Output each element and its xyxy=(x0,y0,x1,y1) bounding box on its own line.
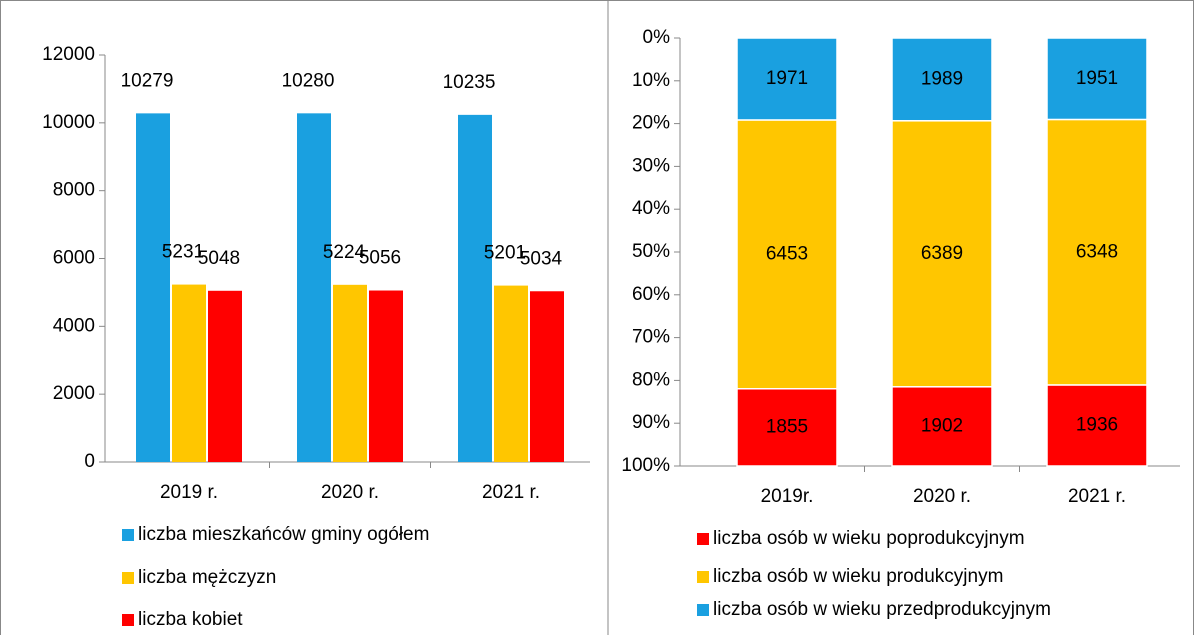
data-label: 1902 xyxy=(921,415,963,436)
y-tick-label: 10000 xyxy=(42,112,95,133)
data-label: 5048 xyxy=(198,248,240,269)
legend-swatch xyxy=(697,533,709,545)
x-tick-label: 2021 r. xyxy=(1068,486,1126,507)
bar xyxy=(458,114,492,462)
x-tick-label: 2019r. xyxy=(761,486,814,507)
data-label: 6348 xyxy=(1076,241,1118,262)
data-label: 6389 xyxy=(921,243,963,264)
legend-swatch xyxy=(122,614,134,626)
legend-label: liczba kobiet xyxy=(138,609,243,630)
bar xyxy=(208,290,242,462)
y-tick-label: 0% xyxy=(643,27,671,48)
y-tick-label: 60% xyxy=(632,284,670,305)
x-tick-label: 2019 r. xyxy=(160,482,218,503)
x-tick-label: 2021 r. xyxy=(482,482,540,503)
data-label: 1855 xyxy=(766,416,808,437)
bar xyxy=(369,290,403,462)
y-tick-label: 10% xyxy=(632,70,670,91)
y-tick-label: 0 xyxy=(84,451,95,472)
legend-swatch xyxy=(697,604,709,616)
bar-segment xyxy=(891,120,993,388)
y-tick-label: 4000 xyxy=(53,315,95,336)
y-tick-label: 6000 xyxy=(53,248,95,269)
y-tick-label: 90% xyxy=(632,412,670,433)
y-tick-label: 12000 xyxy=(42,44,95,65)
data-label: 5034 xyxy=(520,248,563,269)
y-tick-label: 50% xyxy=(632,241,670,262)
data-label: 5231 xyxy=(162,242,204,263)
bar xyxy=(494,285,528,462)
legend-swatch xyxy=(122,572,134,584)
bar xyxy=(333,284,367,462)
legend-swatch xyxy=(697,571,709,583)
y-tick-label: 8000 xyxy=(53,180,95,201)
x-tick-label: 2020 r. xyxy=(321,482,379,503)
y-tick-label: 70% xyxy=(632,327,670,348)
data-label: 1936 xyxy=(1076,415,1118,436)
data-label: 10280 xyxy=(282,70,335,91)
legend-label: liczba mieszkańców gminy ogółem xyxy=(138,524,429,545)
legend-label: liczba osób w wieku produkcyjnym xyxy=(713,566,1003,587)
y-tick-label: 20% xyxy=(632,113,670,134)
data-label: 6453 xyxy=(766,243,808,264)
data-label: 10235 xyxy=(443,72,496,93)
bar-segment xyxy=(1046,118,1148,386)
y-tick-label: 30% xyxy=(632,155,670,176)
bar-segment xyxy=(891,386,993,467)
data-label: 5201 xyxy=(484,243,526,264)
bar-segment xyxy=(736,119,838,390)
legend-swatch xyxy=(122,529,134,541)
y-tick-label: 100% xyxy=(621,455,670,476)
bar-segment xyxy=(736,388,838,467)
bar-segment xyxy=(736,37,838,121)
data-label: 5056 xyxy=(359,248,401,269)
legend-label: liczba osób w wieku przedprodukcyjnym xyxy=(713,599,1051,620)
bar xyxy=(172,284,206,462)
data-label: 1971 xyxy=(766,68,808,89)
y-tick-label: 2000 xyxy=(53,383,95,404)
x-tick-label: 2020 r. xyxy=(913,486,971,507)
data-label: 5224 xyxy=(323,242,366,263)
bar xyxy=(136,113,170,463)
bar xyxy=(297,113,331,462)
data-label: 1951 xyxy=(1076,68,1118,89)
data-label: 10279 xyxy=(121,70,174,91)
y-tick-label: 80% xyxy=(632,369,670,390)
bar-segment xyxy=(1046,37,1148,121)
bar-segment xyxy=(1046,384,1148,467)
y-tick-label: 40% xyxy=(632,198,670,219)
legend-label: liczba osób w wieku poprodukcyjnym xyxy=(713,528,1025,549)
data-label: 1989 xyxy=(921,68,963,89)
legend-label: liczba mężczyzn xyxy=(138,567,276,588)
bar xyxy=(530,291,564,462)
bar-segment xyxy=(891,37,993,122)
